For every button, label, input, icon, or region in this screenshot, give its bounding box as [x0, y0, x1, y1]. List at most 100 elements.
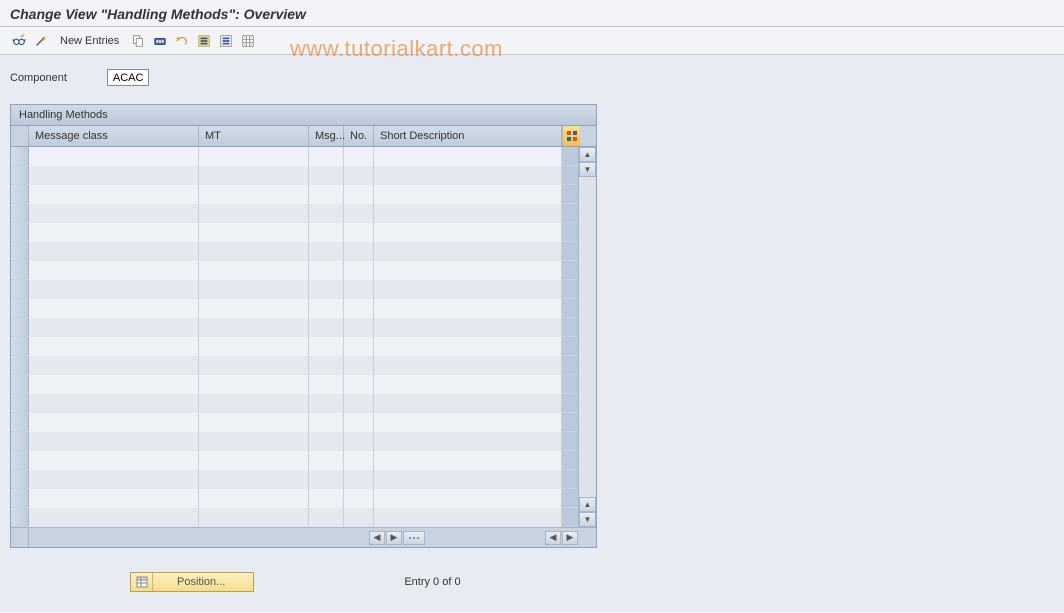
table-cell[interactable] [309, 242, 344, 261]
table-cell[interactable] [344, 299, 374, 318]
scroll-down-bottom-button[interactable]: ▼ [579, 512, 596, 527]
scroll-track[interactable] [579, 177, 596, 497]
copy-button[interactable] [129, 32, 147, 50]
table-cell[interactable] [309, 489, 344, 508]
table-cell[interactable] [29, 413, 199, 432]
table-cell[interactable] [344, 261, 374, 280]
table-cell[interactable] [29, 432, 199, 451]
table-cell[interactable] [29, 261, 199, 280]
table-cell[interactable] [374, 394, 562, 413]
table-cell[interactable] [29, 337, 199, 356]
hscroll-right2-button[interactable]: ▶ [562, 531, 578, 545]
table-cell[interactable] [309, 318, 344, 337]
col-header-mt[interactable]: MT [199, 126, 309, 146]
row-selector[interactable] [11, 489, 29, 507]
hscroll-left2-button[interactable]: ◀ [545, 531, 561, 545]
table-cell[interactable] [309, 375, 344, 394]
table-cell[interactable] [309, 413, 344, 432]
table-cell[interactable] [199, 185, 309, 204]
table-cell[interactable] [29, 451, 199, 470]
row-selector[interactable] [11, 147, 29, 165]
row-selector[interactable] [11, 375, 29, 393]
table-cell[interactable] [199, 451, 309, 470]
col-header-message-class[interactable]: Message class [29, 126, 199, 146]
position-button[interactable]: Position... [130, 572, 254, 592]
table-cell[interactable] [344, 280, 374, 299]
row-selector[interactable] [11, 204, 29, 222]
table-cell[interactable] [374, 432, 562, 451]
table-cell[interactable] [344, 204, 374, 223]
table-cell[interactable] [344, 508, 374, 527]
table-cell[interactable] [29, 242, 199, 261]
row-selector[interactable] [11, 223, 29, 241]
table-cell[interactable] [374, 242, 562, 261]
table-cell[interactable] [374, 470, 562, 489]
row-selector[interactable] [11, 318, 29, 336]
table-cell[interactable] [344, 413, 374, 432]
table-cell[interactable] [29, 299, 199, 318]
table-cell[interactable] [199, 223, 309, 242]
delete-button[interactable] [151, 32, 169, 50]
table-cell[interactable] [344, 375, 374, 394]
table-cell[interactable] [309, 147, 344, 166]
row-selector[interactable] [11, 261, 29, 279]
scroll-up-button[interactable]: ▲ [579, 147, 596, 162]
row-selector[interactable] [11, 470, 29, 488]
table-cell[interactable] [29, 375, 199, 394]
table-cell[interactable] [344, 223, 374, 242]
table-cell[interactable] [199, 356, 309, 375]
table-cell[interactable] [344, 242, 374, 261]
table-cell[interactable] [374, 280, 562, 299]
table-cell[interactable] [29, 470, 199, 489]
table-cell[interactable] [309, 280, 344, 299]
deselect-all-button[interactable] [217, 32, 235, 50]
hscroll-page-button[interactable] [403, 531, 425, 545]
table-cell[interactable] [29, 508, 199, 527]
table-cell[interactable] [309, 451, 344, 470]
table-cell[interactable] [199, 413, 309, 432]
row-selector[interactable] [11, 166, 29, 184]
table-cell[interactable] [309, 394, 344, 413]
table-cell[interactable] [29, 356, 199, 375]
table-cell[interactable] [374, 413, 562, 432]
table-cell[interactable] [199, 166, 309, 185]
table-cell[interactable] [344, 432, 374, 451]
table-cell[interactable] [309, 470, 344, 489]
table-cell[interactable] [374, 223, 562, 242]
table-cell[interactable] [199, 470, 309, 489]
table-cell[interactable] [344, 166, 374, 185]
row-selector[interactable] [11, 413, 29, 431]
table-cell[interactable] [374, 299, 562, 318]
table-cell[interactable] [344, 318, 374, 337]
hscroll-left-button[interactable]: ◀ [369, 531, 385, 545]
table-cell[interactable] [374, 375, 562, 394]
table-cell[interactable] [344, 470, 374, 489]
table-cell[interactable] [309, 166, 344, 185]
table-cell[interactable] [374, 204, 562, 223]
table-cell[interactable] [29, 394, 199, 413]
row-selector[interactable] [11, 508, 29, 526]
table-cell[interactable] [344, 394, 374, 413]
table-cell[interactable] [374, 356, 562, 375]
table-cell[interactable] [29, 223, 199, 242]
select-all-button[interactable] [195, 32, 213, 50]
table-cell[interactable] [29, 147, 199, 166]
row-selector[interactable] [11, 299, 29, 317]
table-cell[interactable] [309, 356, 344, 375]
table-cell[interactable] [309, 508, 344, 527]
col-header-no[interactable]: No. [344, 126, 374, 146]
hscroll-right-button[interactable]: ▶ [386, 531, 402, 545]
col-header-short-desc[interactable]: Short Description [374, 126, 562, 146]
row-selector[interactable] [11, 432, 29, 450]
toggle-display-button[interactable] [10, 32, 28, 50]
table-cell[interactable] [29, 280, 199, 299]
table-cell[interactable] [199, 432, 309, 451]
scroll-down-button[interactable]: ▼ [579, 162, 596, 177]
component-field[interactable]: ACAC [107, 69, 150, 86]
table-cell[interactable] [309, 261, 344, 280]
table-cell[interactable] [344, 185, 374, 204]
table-cell[interactable] [344, 147, 374, 166]
table-cell[interactable] [199, 508, 309, 527]
row-selector[interactable] [11, 451, 29, 469]
undo-button[interactable] [173, 32, 191, 50]
